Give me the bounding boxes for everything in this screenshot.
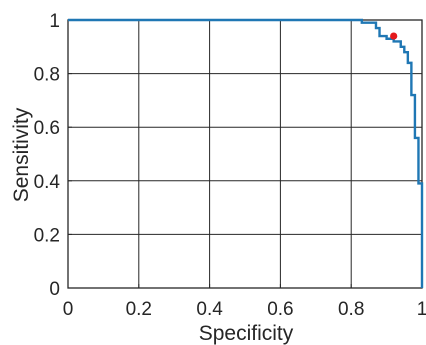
y-tick-label: 0.6 <box>34 118 60 139</box>
x-tick-label: 1 <box>417 299 426 320</box>
y-tick-label: 0.2 <box>34 225 60 246</box>
y-axis-title: Sensitivity <box>10 107 33 202</box>
operating-point-marker <box>390 32 398 40</box>
x-tick-label: 0.6 <box>267 299 293 320</box>
x-tick-label: 0 <box>63 299 74 320</box>
x-tick-label: 0.8 <box>338 299 364 320</box>
y-tick-label: 0.8 <box>34 65 60 86</box>
x-axis-title: Specificity <box>199 322 294 345</box>
y-tick-label: 1 <box>49 11 60 32</box>
roc-curve-line <box>68 18 424 288</box>
marker-layer <box>390 32 398 40</box>
x-tick-labels: 0 0.2 0.4 0.6 0.8 1 <box>63 299 426 320</box>
x-tick-label: 0.2 <box>126 299 152 320</box>
grid <box>68 20 422 288</box>
series-layer <box>68 18 424 288</box>
x-tick-label: 0.4 <box>196 299 223 320</box>
y-tick-labels: 0 0.2 0.4 0.6 0.8 1 <box>34 11 61 300</box>
y-tick-label: 0 <box>49 279 60 300</box>
y-tick-label: 0.4 <box>34 172 61 193</box>
axes-box <box>67 19 423 289</box>
plot-frame <box>67 19 423 289</box>
